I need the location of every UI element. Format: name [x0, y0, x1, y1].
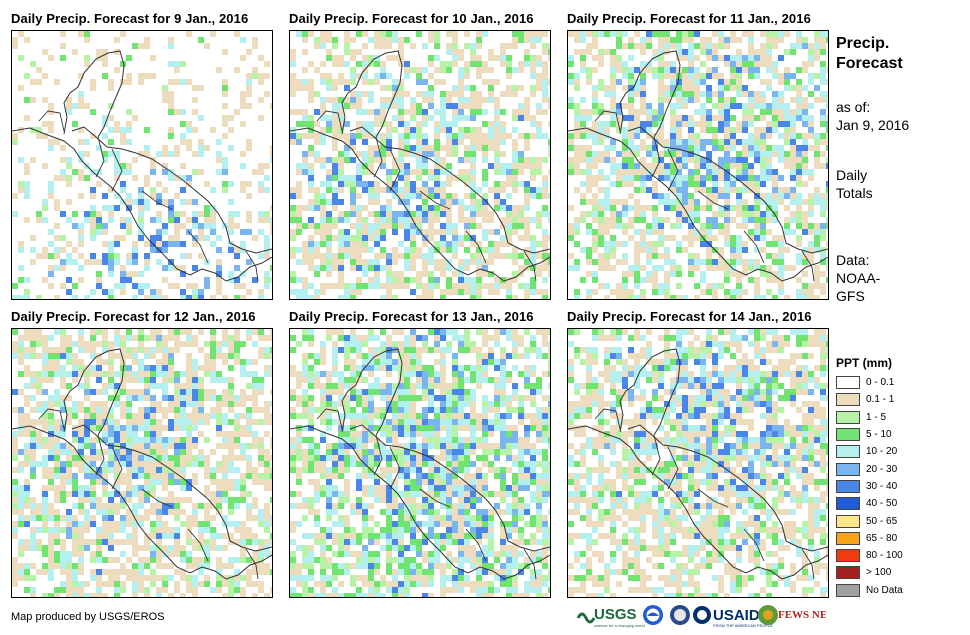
legend: PPT (mm) 0 - 0.1 0.1 - 1 1 - 5 5 - 10 10 - 2…	[836, 356, 903, 599]
legend-swatch	[836, 462, 860, 476]
panel-title: Daily Precip. Forecast for 13 Jan., 2016	[289, 309, 534, 324]
precip-map-svg	[12, 329, 272, 597]
legend-title: PPT (mm)	[836, 356, 893, 370]
legend-swatch	[836, 376, 860, 390]
legend-item: 1 - 5	[836, 409, 903, 426]
legend-swatch	[836, 549, 860, 563]
totals-line2: Totals	[836, 185, 873, 201]
precip-map-svg	[568, 329, 828, 597]
legend-swatch	[836, 531, 860, 545]
precip-map	[11, 328, 273, 598]
fews-net-logo: FEWS NET	[758, 605, 835, 625]
dhs-seal-logo	[670, 605, 690, 625]
map-title-block: Precip. Forecast	[836, 34, 903, 74]
as-of-block: as of: Jan 9, 2016	[836, 98, 909, 134]
usgs-logo: USGS science for a changing world	[576, 606, 645, 628]
legend-swatch	[836, 445, 860, 459]
usgs-wordmark: USGS	[594, 606, 637, 623]
legend-rows: 0 - 0.1 0.1 - 1 1 - 5 5 - 10 10 - 20 20 - 30 3…	[836, 374, 903, 599]
as-of-date: Jan 9, 2016	[836, 117, 910, 133]
precip-map	[11, 30, 273, 300]
usaid-logo: USAID FROM THE AMERICAN PEOPLE	[693, 606, 773, 628]
legend-swatch	[836, 566, 860, 580]
map-title-line1: Precip.	[836, 35, 890, 52]
legend-label: 50 - 65	[866, 515, 898, 527]
legend-item: 20 - 30	[836, 460, 903, 477]
panel-title: Daily Precip. Forecast for 14 Jan., 2016	[567, 309, 812, 324]
precip-map-svg	[290, 329, 550, 597]
legend-label: 0.1 - 1	[866, 394, 895, 406]
legend-swatch	[836, 393, 860, 407]
precip-map	[289, 30, 551, 300]
legend-label: 40 - 50	[866, 498, 898, 510]
totals-block: Daily Totals	[836, 166, 873, 202]
data-source-line2: NOAA-	[836, 270, 881, 286]
legend-swatch	[836, 497, 860, 511]
precip-map-svg	[568, 31, 828, 299]
legend-swatch	[836, 410, 860, 424]
panel-title: Daily Precip. Forecast for 10 Jan., 2016	[289, 11, 534, 26]
data-source-line1: Data:	[836, 252, 870, 268]
legend-label: 1 - 5	[866, 411, 887, 423]
legend-item: No Data	[836, 582, 903, 599]
data-source-line3: GFS	[836, 288, 865, 304]
legend-label: > 100	[866, 567, 892, 579]
legend-item: 5 - 10	[836, 426, 903, 443]
legend-swatch	[836, 479, 860, 493]
legend-item: 10 - 20	[836, 443, 903, 460]
legend-label: 80 - 100	[866, 550, 903, 562]
legend-item: > 100	[836, 564, 903, 581]
legend-item: 30 - 40	[836, 478, 903, 495]
credit-text: Map produced by USGS/EROS	[11, 611, 165, 623]
legend-swatch	[836, 514, 860, 528]
panel-title: Daily Precip. Forecast for 12 Jan., 2016	[11, 309, 256, 324]
legend-item: 0 - 0.1	[836, 374, 903, 391]
legend-label: 65 - 80	[866, 532, 898, 544]
logo-strip: USGS science for a changing world USAID …	[576, 600, 835, 630]
as-of-label: as of:	[836, 99, 871, 115]
usaid-tagline: FROM THE AMERICAN PEOPLE	[713, 623, 773, 628]
usaid-wordmark: USAID	[713, 607, 760, 624]
totals-line1: Daily	[836, 167, 868, 183]
legend-label: 20 - 30	[866, 463, 898, 475]
legend-item: 50 - 65	[836, 512, 903, 529]
precip-map-svg	[12, 31, 272, 299]
precip-map	[567, 328, 829, 598]
legend-label: No Data	[866, 584, 903, 596]
legend-item: 40 - 50	[836, 495, 903, 512]
map-title-line2: Forecast	[836, 55, 903, 72]
usgs-tagline: science for a changing world	[594, 623, 645, 628]
legend-swatch	[836, 428, 860, 442]
legend-item: 80 - 100	[836, 547, 903, 564]
legend-item: 65 - 80	[836, 530, 903, 547]
precip-map	[567, 30, 829, 300]
legend-label: 5 - 10	[866, 429, 892, 441]
noaa-logo	[643, 605, 663, 625]
precip-map	[289, 328, 551, 598]
legend-label: 30 - 40	[866, 480, 898, 492]
legend-label: 0 - 0.1	[866, 377, 895, 389]
panel-title: Daily Precip. Forecast for 11 Jan., 2016	[567, 11, 811, 26]
legend-swatch	[836, 583, 860, 597]
legend-item: 0.1 - 1	[836, 391, 903, 408]
fews-net-wordmark: FEWS NET	[778, 609, 826, 621]
precip-map-svg	[290, 31, 550, 299]
legend-label: 10 - 20	[866, 446, 898, 458]
panel-title: Daily Precip. Forecast for 9 Jan., 2016	[11, 11, 249, 26]
data-source-block: Data: NOAA- GFS	[836, 251, 880, 305]
